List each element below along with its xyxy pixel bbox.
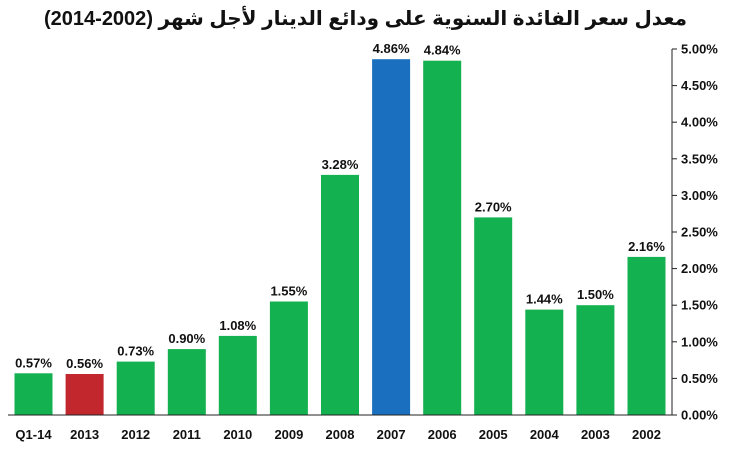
y-tick-label: 3.00% [681,188,718,203]
data-label-2006: 4.84% [424,43,461,58]
category-label-2005: 2005 [479,427,508,442]
y-tick-label: 3.50% [681,151,718,166]
bar-2002 [627,256,666,415]
category-label-2004: 2004 [530,427,560,442]
chart-title: معدل سعر الفائدة السنوية على ودائع الدين… [43,8,688,30]
category-label-2009: 2009 [274,427,303,442]
category-label-2007: 2007 [377,427,406,442]
bar-2009 [269,301,308,415]
y-tick-label: 2.50% [681,225,718,240]
y-tick-label: 1.50% [681,298,718,313]
category-label-2008: 2008 [326,427,355,442]
data-label-2011: 0.90% [168,331,205,346]
y-tick-label: 4.00% [681,115,718,130]
category-label-Q1-14: Q1-14 [15,427,52,442]
category-label-2006: 2006 [428,427,457,442]
data-label-Q1-14: 0.57% [15,355,52,370]
data-label-2003: 1.50% [577,287,614,302]
data-label-2008: 3.28% [322,157,359,172]
bar-2010 [218,335,257,415]
category-labels-group: Q1-14 2013 2012 2011 2010 2009 2008 2007 2006 200… [15,427,661,442]
bar-2012 [116,361,155,415]
data-label-2009: 1.55% [270,284,307,299]
bar-2013 [65,374,104,415]
data-label-2004: 1.44% [526,292,563,307]
bars-group [14,59,666,415]
bar-2006 [423,60,462,415]
y-axis: 0.00% 0.50% 1.00% 1.50% 2.00% 2.50% 3.00% 3.50%… [671,42,718,423]
bar-2004 [525,309,564,415]
data-label-2013: 0.56% [66,356,103,371]
bar-2011 [167,349,206,415]
category-label-2011: 2011 [173,427,201,442]
category-label-2003: 2003 [581,427,610,442]
y-tick-label: 2.00% [681,261,718,276]
data-label-2007: 4.86% [373,41,410,56]
bar-2003 [576,305,615,415]
bar-2008 [321,174,359,415]
data-label-2002: 2.16% [628,239,665,254]
data-label-2010: 1.08% [219,318,256,333]
y-tick-label: 1.00% [681,334,718,349]
bar-Q1-14 [14,373,53,415]
data-labels-group: 0.57% 0.56% 0.73% 0.90% 1.08% 1.55% 3.28% 4.86%… [15,41,665,371]
category-label-2002: 2002 [632,427,661,442]
category-label-2012: 2012 [121,427,150,442]
category-label-2013: 2013 [70,427,99,442]
bar-2005 [474,217,513,415]
data-label-2005: 2.70% [475,199,512,214]
y-tick-label: 5.00% [681,42,718,57]
category-label-2010: 2010 [223,427,252,442]
y-tick-label: 0.50% [681,371,718,386]
y-tick-label: 0.00% [681,408,718,423]
data-label-2012: 0.73% [117,344,154,359]
bar-2007 [372,59,411,415]
y-tick-label: 4.50% [681,78,718,93]
